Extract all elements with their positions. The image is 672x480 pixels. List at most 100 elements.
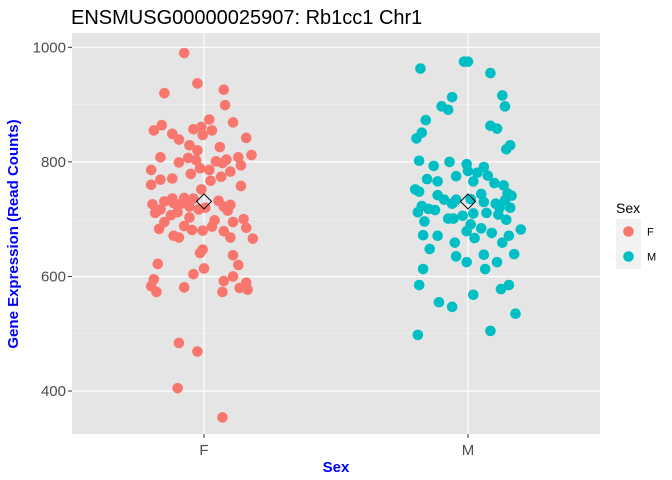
- data-point-m: [449, 237, 461, 248]
- data-point-m: [497, 237, 508, 248]
- data-point-m: [508, 248, 520, 260]
- data-point-f: [193, 204, 205, 215]
- data-point-f: [225, 232, 236, 243]
- data-point-m: [433, 296, 445, 308]
- data-point-f: [173, 337, 185, 349]
- data-point-f: [194, 247, 206, 259]
- major-gridlines: [72, 33, 600, 434]
- x-tick-label: F: [199, 442, 208, 459]
- legend-label-f: F: [647, 227, 654, 239]
- data-point-m: [475, 188, 487, 200]
- data-point-f: [153, 223, 165, 235]
- legend-key-m: [623, 251, 634, 262]
- data-point-m: [432, 230, 443, 242]
- data-point-m: [489, 177, 500, 189]
- data-point-f: [186, 224, 198, 236]
- data-point-m: [465, 193, 476, 205]
- data-point-f: [218, 275, 230, 287]
- data-point-f: [217, 157, 228, 169]
- data-point-f: [155, 152, 166, 163]
- data-point-f: [206, 221, 218, 232]
- data-point-f: [156, 119, 168, 131]
- data-point-f: [206, 125, 218, 136]
- data-point-f: [173, 232, 185, 243]
- data-point-f: [192, 78, 203, 89]
- data-point-f: [148, 125, 160, 136]
- y-tick-label: 600: [41, 268, 66, 285]
- data-point-f: [196, 121, 207, 133]
- data-point-m: [478, 249, 490, 260]
- data-point-f: [217, 286, 228, 298]
- data-point-m: [500, 214, 512, 226]
- data-point-f: [218, 84, 230, 96]
- data-point-m: [462, 165, 474, 177]
- data-point-f: [217, 412, 228, 423]
- data-point-m: [438, 194, 450, 206]
- data-point-f: [172, 382, 183, 394]
- data-point-m: [467, 176, 479, 187]
- data-point-m: [481, 207, 492, 219]
- data-point-f: [145, 164, 157, 176]
- data-point-m: [461, 256, 472, 268]
- data-point-f: [246, 149, 257, 161]
- data-point-f: [227, 216, 239, 228]
- data-point-f: [145, 179, 157, 191]
- data-point-m: [515, 224, 527, 235]
- data-point-f: [196, 184, 207, 195]
- data-point-f: [149, 207, 161, 219]
- data-point-m: [486, 227, 498, 239]
- data-point-m: [500, 143, 512, 155]
- data-point-m: [411, 133, 422, 144]
- data-point-m: [491, 256, 503, 268]
- data-point-m: [467, 208, 479, 219]
- data-point-m: [499, 101, 511, 112]
- data-point-f: [242, 284, 253, 295]
- data-point-f: [192, 346, 203, 357]
- data-point-f: [233, 259, 244, 271]
- data-point-f: [167, 173, 178, 184]
- data-point-m: [457, 210, 469, 222]
- data-point-f: [227, 117, 239, 128]
- y-tick-label: 800: [41, 154, 66, 171]
- data-point-f: [178, 47, 190, 59]
- data-point-f: [174, 198, 186, 210]
- data-point-m: [461, 225, 472, 237]
- legend-label-m: M: [647, 252, 656, 264]
- data-point-f: [197, 129, 208, 141]
- data-point-f: [190, 154, 202, 166]
- data-point-m: [429, 204, 441, 216]
- data-point-m: [475, 223, 487, 234]
- data-point-m: [510, 308, 521, 320]
- legend: Sex F M: [616, 200, 656, 269]
- data-point-m: [417, 229, 429, 241]
- data-point-m: [485, 325, 496, 337]
- data-point-m: [420, 114, 432, 126]
- data-point-f: [225, 166, 236, 177]
- data-point-m: [497, 90, 508, 101]
- data-point-m: [446, 198, 458, 210]
- data-point-f: [215, 171, 227, 183]
- data-point-m: [504, 202, 516, 214]
- data-point-f: [227, 271, 239, 282]
- data-point-m: [413, 279, 425, 291]
- data-point-m: [446, 91, 458, 103]
- data-point-f: [214, 141, 226, 153]
- data-point-f: [203, 114, 215, 125]
- data-point-m: [413, 155, 425, 167]
- data-point-f: [233, 152, 244, 163]
- data-point-m: [479, 263, 491, 275]
- data-point-m: [442, 104, 454, 116]
- data-point-m: [498, 180, 509, 191]
- data-point-m: [450, 251, 462, 262]
- data-point-f: [184, 201, 195, 212]
- data-point-f: [205, 175, 216, 187]
- data-point-m: [450, 170, 462, 182]
- data-point-f: [159, 87, 170, 99]
- data-point-f: [222, 205, 234, 216]
- data-point-f: [152, 258, 164, 270]
- data-point-m: [446, 301, 458, 313]
- data-point-m: [482, 170, 494, 181]
- data-point-m: [424, 243, 436, 255]
- data-point-m: [503, 279, 515, 291]
